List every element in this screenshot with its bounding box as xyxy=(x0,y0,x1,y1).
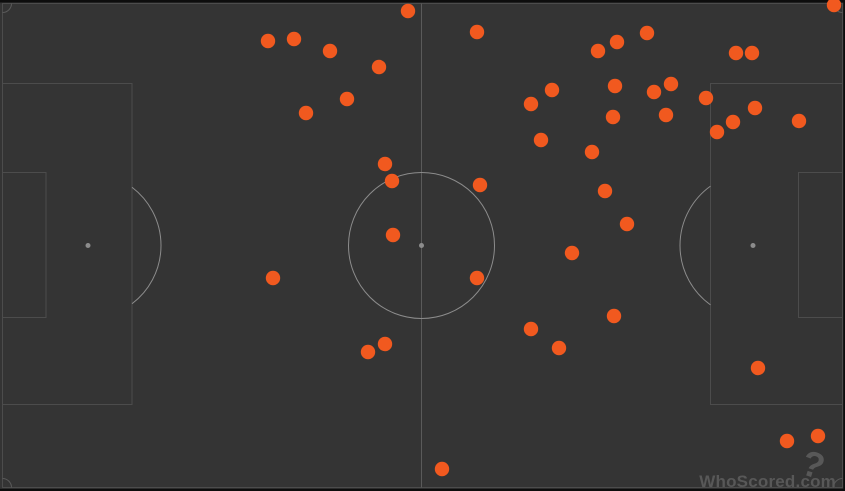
touch-dot[interactable] xyxy=(434,461,450,477)
touch-dot[interactable] xyxy=(663,76,679,92)
touch-dot[interactable] xyxy=(339,91,355,107)
touch-dot[interactable] xyxy=(544,82,560,98)
touch-dot[interactable] xyxy=(605,109,621,125)
six-yard-box-right xyxy=(798,172,843,318)
touch-dot[interactable] xyxy=(469,24,485,40)
touch-dot[interactable] xyxy=(384,173,400,189)
touch-dot[interactable] xyxy=(597,183,613,199)
penalty-box-right xyxy=(710,83,843,405)
touch-dot[interactable] xyxy=(728,45,744,61)
touch-dot[interactable] xyxy=(265,270,281,286)
center-circle xyxy=(348,172,495,319)
corner-arc-bottom-right xyxy=(833,478,843,488)
touch-dot[interactable] xyxy=(564,245,580,261)
whoscored-watermark: ? WhoScored.com xyxy=(699,442,836,491)
touch-dot[interactable] xyxy=(639,25,655,41)
watermark-brand: WhoScored xyxy=(699,472,796,491)
frame-bar-bottom xyxy=(0,488,845,491)
touch-dot[interactable] xyxy=(619,216,635,232)
touch-dot[interactable] xyxy=(744,45,760,61)
touch-dot[interactable] xyxy=(377,156,393,172)
touch-dot[interactable] xyxy=(658,107,674,123)
touch-dot[interactable] xyxy=(698,90,714,106)
touch-dot[interactable] xyxy=(371,59,387,75)
penalty-arc-left xyxy=(131,186,162,305)
touch-dot[interactable] xyxy=(533,132,549,148)
touch-dot[interactable] xyxy=(298,105,314,121)
touch-dot[interactable] xyxy=(646,84,662,100)
touch-dot[interactable] xyxy=(590,43,606,59)
frame-bar-top xyxy=(0,0,845,3)
touch-dot[interactable] xyxy=(523,321,539,337)
touch-dot[interactable] xyxy=(400,3,416,19)
touch-dot[interactable] xyxy=(523,96,539,112)
penalty-spot-right xyxy=(750,243,756,248)
corner-arc-top-left xyxy=(2,3,12,13)
touch-dot[interactable] xyxy=(360,344,376,360)
touch-dot[interactable] xyxy=(810,428,826,444)
touch-dot[interactable] xyxy=(791,113,807,129)
touch-dot[interactable] xyxy=(322,43,338,59)
penalty-box-left xyxy=(2,83,133,405)
touch-dot[interactable] xyxy=(609,34,625,50)
corner-arc-bottom-left xyxy=(2,478,12,488)
touch-dot[interactable] xyxy=(826,0,842,13)
touch-dot[interactable] xyxy=(377,336,393,352)
touch-dot[interactable] xyxy=(607,78,623,94)
touch-dot[interactable] xyxy=(286,31,302,47)
penalty-arc-right xyxy=(679,185,711,306)
six-yard-box-left xyxy=(2,172,47,318)
touch-dot[interactable] xyxy=(709,124,725,140)
watermark-suffix: .com xyxy=(795,472,836,491)
penalty-spot-left xyxy=(85,243,91,248)
touch-dot[interactable] xyxy=(779,433,795,449)
touch-dot[interactable] xyxy=(260,33,276,49)
touch-dot[interactable] xyxy=(551,340,567,356)
touch-dot[interactable] xyxy=(584,144,600,160)
touch-dot[interactable] xyxy=(469,270,485,286)
frame-bar-right xyxy=(843,0,845,491)
center-spot xyxy=(419,243,424,248)
touch-dot[interactable] xyxy=(472,177,488,193)
touch-dot[interactable] xyxy=(725,114,741,130)
touch-dot[interactable] xyxy=(747,100,763,116)
touch-dot[interactable] xyxy=(606,308,622,324)
touch-dot[interactable] xyxy=(750,360,766,376)
touch-dot[interactable] xyxy=(385,227,401,243)
